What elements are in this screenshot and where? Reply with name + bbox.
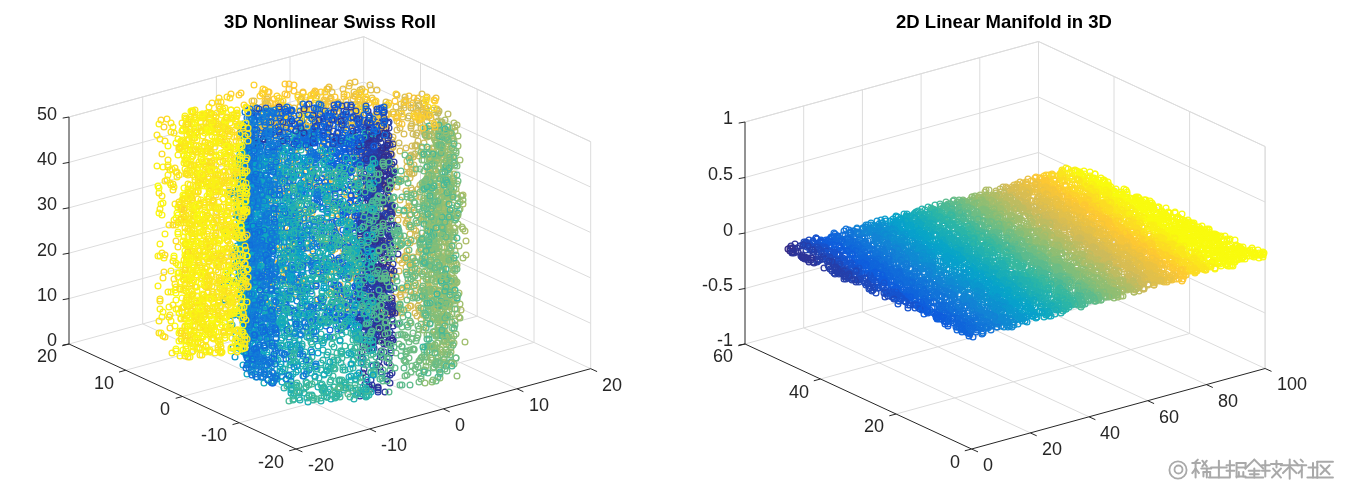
svg-text:0: 0 xyxy=(455,415,465,435)
svg-text:30: 30 xyxy=(37,194,57,214)
svg-text:60: 60 xyxy=(1159,407,1179,427)
svg-text:3D Nonlinear Swiss Roll: 3D Nonlinear Swiss Roll xyxy=(224,11,436,32)
svg-text:20: 20 xyxy=(602,375,622,395)
svg-text:10: 10 xyxy=(37,285,57,305)
svg-text:0: 0 xyxy=(160,399,170,419)
svg-text:-1: -1 xyxy=(717,330,733,350)
svg-text:-20: -20 xyxy=(258,452,284,472)
svg-text:20: 20 xyxy=(37,240,57,260)
svg-text:0: 0 xyxy=(950,452,960,472)
svg-text:20: 20 xyxy=(1042,439,1062,459)
svg-text:80: 80 xyxy=(1218,391,1238,411)
svg-text:10: 10 xyxy=(94,373,114,393)
svg-text:-10: -10 xyxy=(201,425,227,445)
svg-text:0: 0 xyxy=(47,330,57,350)
svg-text:1: 1 xyxy=(723,108,733,128)
svg-text:40: 40 xyxy=(1100,423,1120,443)
svg-text:10: 10 xyxy=(529,395,549,415)
svg-text:-10: -10 xyxy=(381,435,407,455)
svg-text:100: 100 xyxy=(1277,374,1307,394)
svg-text:-0.5: -0.5 xyxy=(702,275,733,295)
svg-text:40: 40 xyxy=(789,382,809,402)
svg-text:50: 50 xyxy=(37,104,57,124)
svg-text:40: 40 xyxy=(37,149,57,169)
svg-text:0.5: 0.5 xyxy=(708,164,733,184)
svg-text:20: 20 xyxy=(864,416,884,436)
svg-text:-20: -20 xyxy=(308,455,334,475)
svg-text:0: 0 xyxy=(983,455,993,475)
svg-text:2D Linear Manifold in 3D: 2D Linear Manifold in 3D xyxy=(896,11,1112,32)
svg-text:0: 0 xyxy=(723,220,733,240)
